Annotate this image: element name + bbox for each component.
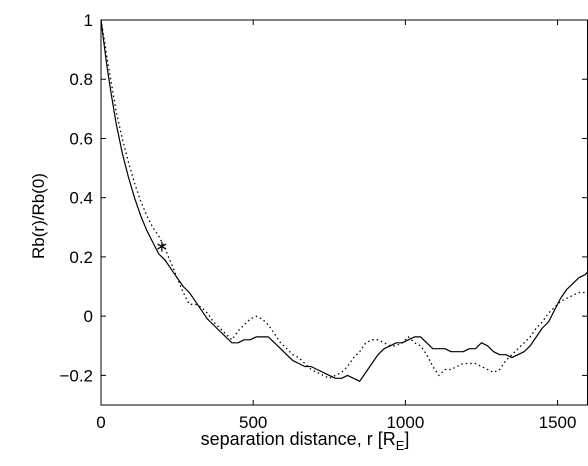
x-axis-label-main: separation distance, r [R [201,429,396,449]
x-tick-label: 0 [96,413,105,432]
y-tick-label: −0.2 [59,366,93,385]
y-tick-label: 0.6 [69,129,93,148]
y-tick-label: 1 [84,11,93,30]
series-line-dotted [100,19,588,379]
y-axis-ticks: −0.2 0 0.2 0.4 0.6 0.8 1 [59,11,587,385]
series-line-solid [100,19,588,382]
asterisk-marker [157,241,167,252]
y-tick-label: 0.2 [69,248,93,267]
x-tick-label: 500 [239,413,267,432]
y-tick-label: 0.8 [69,70,93,89]
x-axis-ticks: 0 500 1000 1500 [96,20,576,432]
annotation-layer [157,241,167,252]
x-axis-label-suffix: ] [404,429,409,449]
axes-frame [100,19,588,406]
y-tick-label: 0 [84,307,93,326]
x-axis-label: separation distance, r [RE] [201,429,410,453]
plot-area-border [100,19,588,406]
x-tick-label: 1500 [539,413,577,432]
y-axis-label: Rb(r)/Rb(0) [29,173,48,259]
y-tick-label: 0.4 [69,189,93,208]
x-axis-label-subscript: E [396,438,405,453]
series-layer [100,19,588,382]
x-tick-label: 1000 [386,413,424,432]
